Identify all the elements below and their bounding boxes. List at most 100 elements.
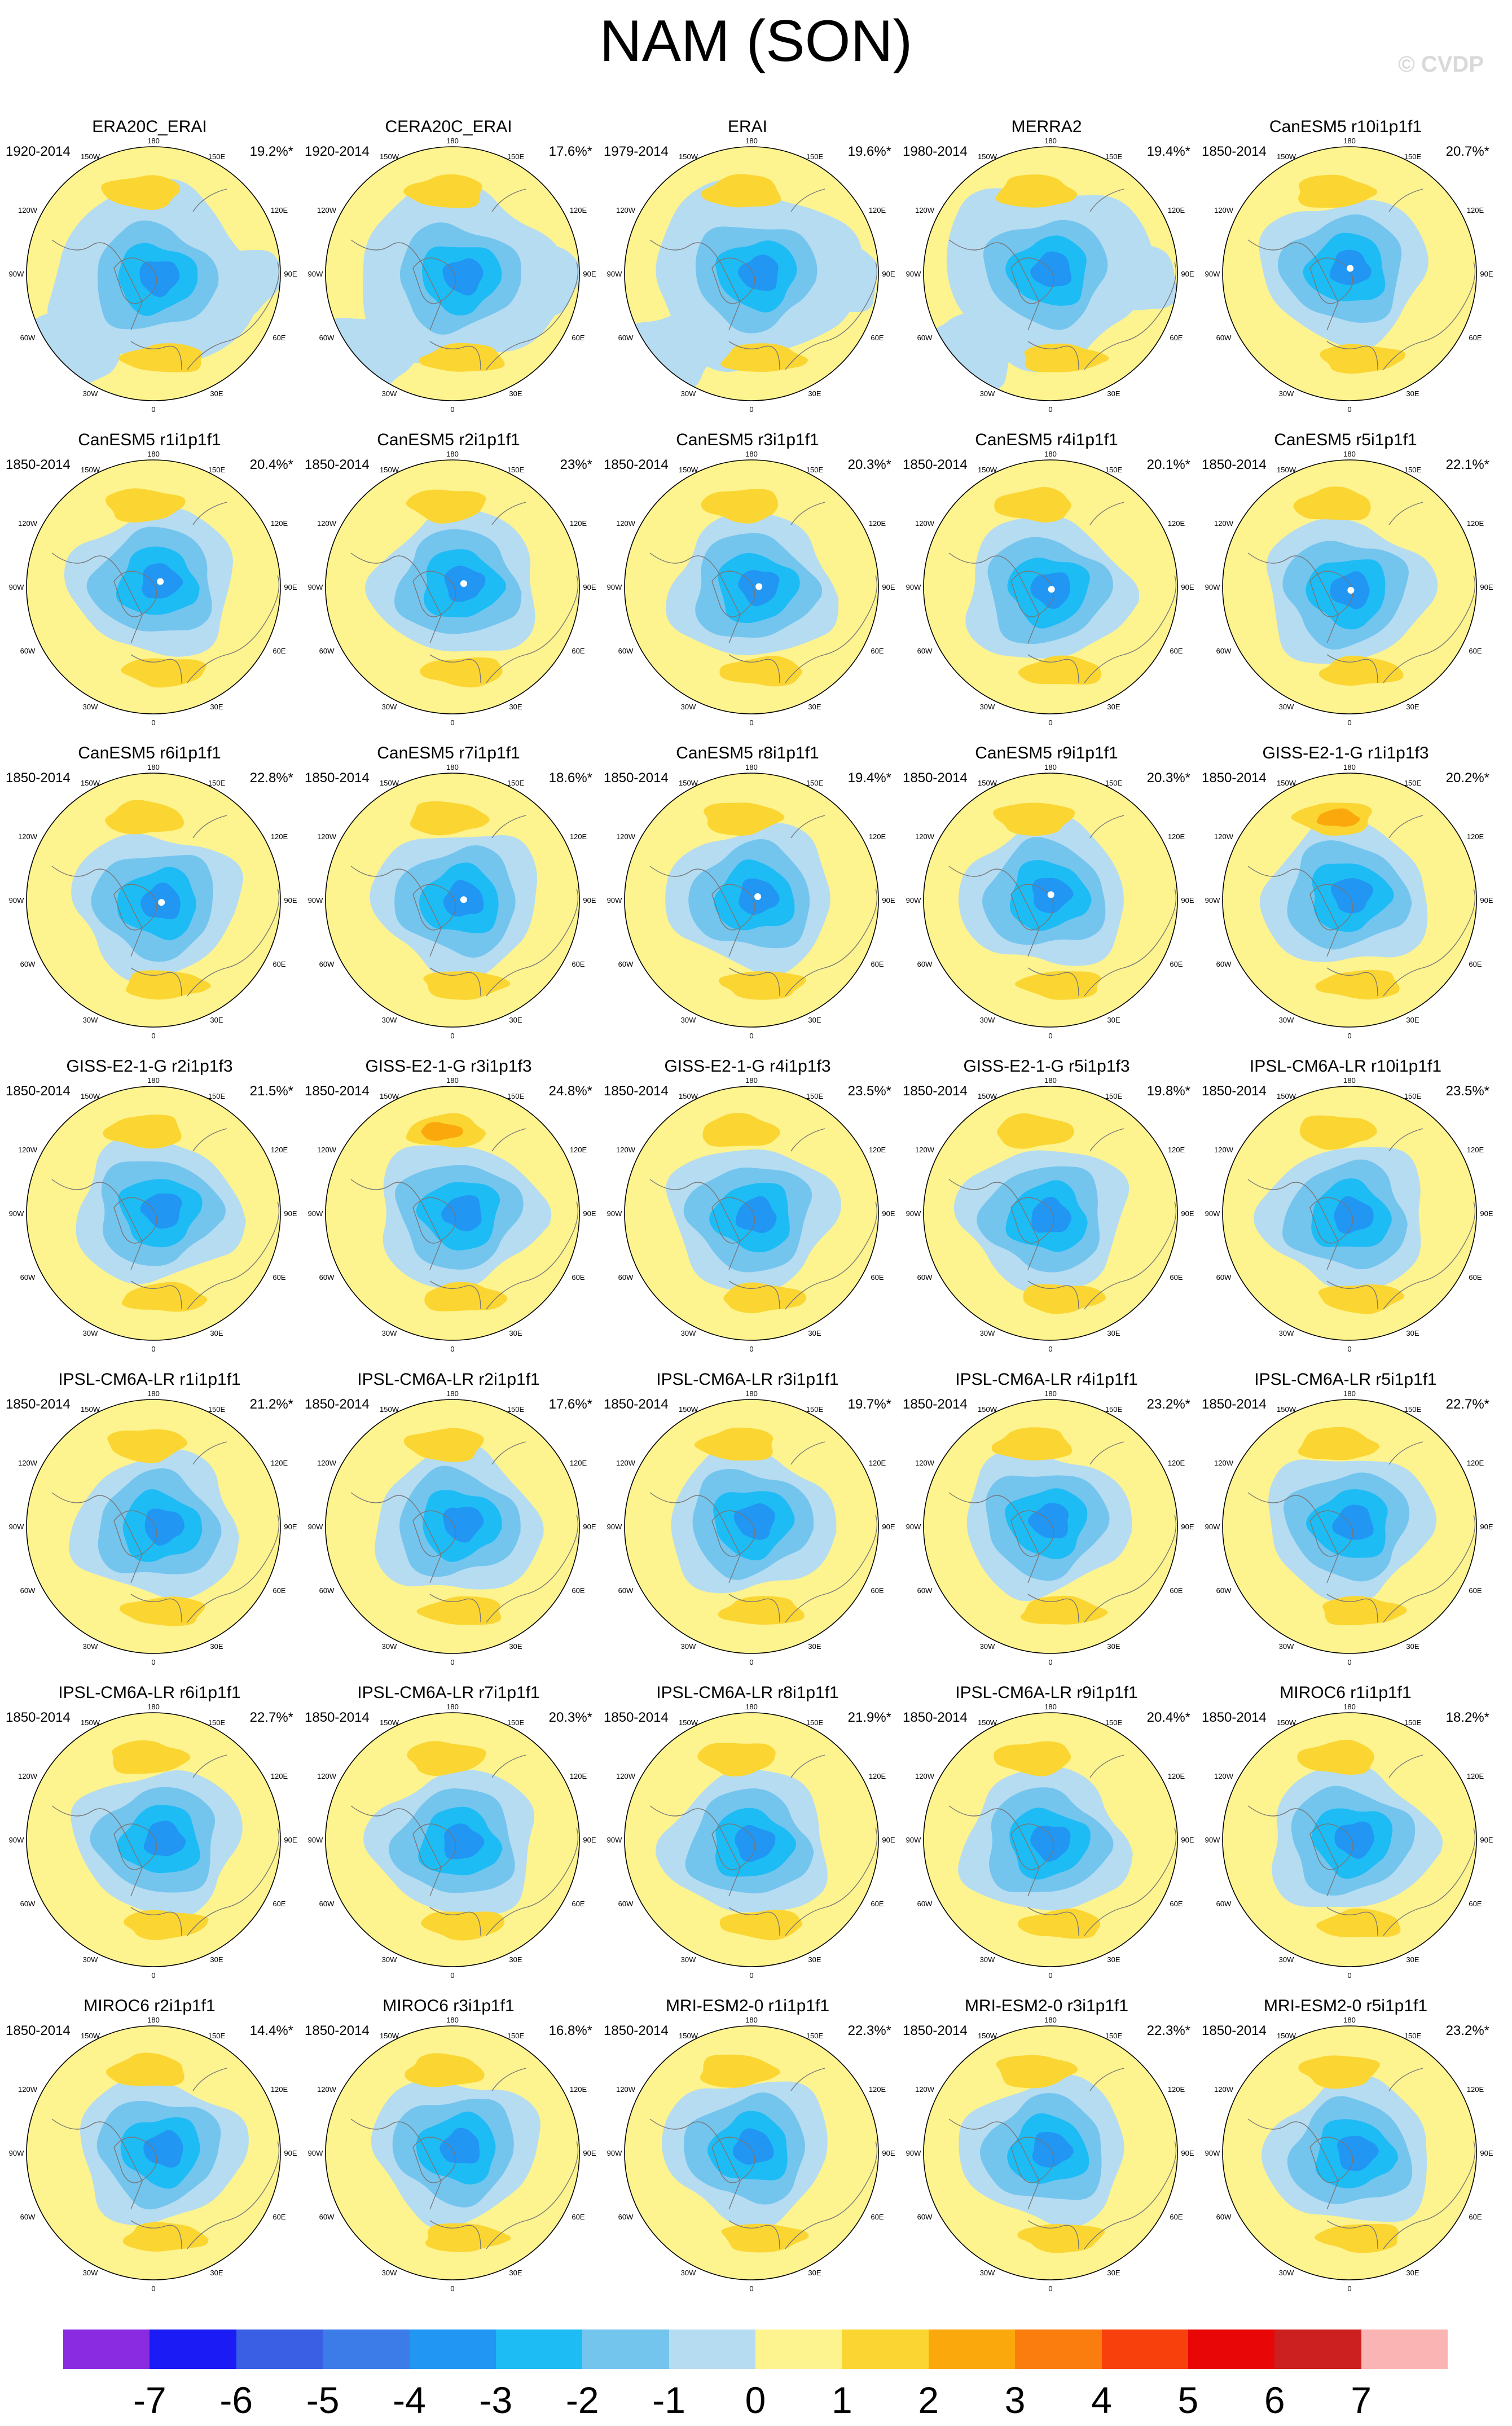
map-boundary xyxy=(26,2025,281,2280)
map-field xyxy=(326,147,579,401)
longitude-label: 60W xyxy=(319,334,335,342)
map-boundary xyxy=(325,2025,580,2280)
map-boundary xyxy=(624,146,879,401)
longitude-label: 30E xyxy=(1107,1016,1120,1024)
panel-variance-explained: 23.2%* xyxy=(1146,1397,1190,1412)
polar-map: 180 150W 150E 120W 120E 90W 90E 60W 60E 30W 30E 0 xyxy=(9,763,297,1040)
panel-title: GISS-E2-1-G r4i1p1f3 xyxy=(664,1057,831,1076)
map-boundary xyxy=(26,773,281,1028)
map-field xyxy=(1223,147,1476,401)
longitude-label: 60E xyxy=(572,1586,584,1595)
longitude-label: 180 xyxy=(1343,1703,1356,1711)
longitude-label: 30E xyxy=(509,1329,522,1337)
map-panel: 180 150W 150E 120W 120E 90W 90E 60W 60E 30W 30E 0 Ca… xyxy=(0,420,299,734)
longitude-label: 30E xyxy=(808,1642,821,1651)
longitude-label: 30W xyxy=(382,1329,397,1337)
map-panel: 180 150W 150E 120W 120E 90W 90E 60W 60E 30W 30E 0 Ca… xyxy=(598,420,897,734)
map-boundary xyxy=(26,1712,281,1967)
panel-period: 1920-2014 xyxy=(6,144,71,159)
polar-map: 180 150W 150E 120W 120E 90W 90E 60W 60E 30W 30E 0 xyxy=(1205,1703,1493,1980)
longitude-label: 180 xyxy=(1343,450,1356,458)
longitude-label: 120E xyxy=(869,519,886,528)
longitude-label: 30E xyxy=(808,389,821,398)
panel-variance-explained: 19.2%* xyxy=(249,144,293,159)
panel-title: ERAI xyxy=(727,117,768,136)
longitude-label: 60W xyxy=(618,334,634,342)
longitude-label: 60W xyxy=(20,1586,36,1595)
longitude-label: 30W xyxy=(980,1955,995,1964)
longitude-label: 30W xyxy=(980,1016,995,1024)
longitude-label: 150W xyxy=(1277,1405,1296,1414)
longitude-label: 30E xyxy=(210,1642,223,1651)
longitude-label: 150W xyxy=(1277,779,1296,787)
longitude-label: 60W xyxy=(1216,1273,1232,1282)
panel-period: 1850-2014 xyxy=(903,457,968,472)
longitude-label: 30E xyxy=(1406,2269,1419,2277)
panel-period: 1850-2014 xyxy=(6,1083,71,1099)
longitude-label: 120W xyxy=(616,1459,636,1467)
panel-variance-explained: 18.6%* xyxy=(548,770,592,786)
longitude-label: 60E xyxy=(272,1586,285,1595)
longitude-label: 30E xyxy=(509,703,522,711)
longitude-label: 60W xyxy=(917,647,933,655)
colorbar-label: -1 xyxy=(652,2379,685,2421)
longitude-label: 30E xyxy=(509,389,522,398)
longitude-label: 120E xyxy=(1467,519,1484,528)
longitude-label: 30W xyxy=(1279,1329,1294,1337)
panel-period: 1850-2014 xyxy=(604,1710,669,1725)
longitude-label: 90E xyxy=(583,270,596,278)
panel-title: CanESM5 r1i1p1f1 xyxy=(78,431,221,449)
longitude-label: 90W xyxy=(906,583,921,591)
longitude-label: 30W xyxy=(1279,1955,1294,1964)
longitude-label: 180 xyxy=(745,2016,758,2024)
panel-period: 1850-2014 xyxy=(1202,457,1267,472)
longitude-label: 60W xyxy=(1216,960,1232,968)
longitude-label: 60W xyxy=(319,960,335,968)
colorbar-label: 5 xyxy=(1177,2379,1199,2421)
polar-map: 180 150W 150E 120W 120E 90W 90E 60W 60E 30W 30E 0 xyxy=(1205,137,1493,414)
longitude-label: 120E xyxy=(570,206,587,214)
map-field xyxy=(1223,1400,1476,1653)
panel-period: 1850-2014 xyxy=(6,1710,71,1725)
longitude-label: 120E xyxy=(570,832,587,841)
map-panel: 180 150W 150E 120W 120E 90W 90E 60W 60E 30W 30E 0 Ca… xyxy=(0,734,299,1047)
longitude-label: 120W xyxy=(616,1772,636,1780)
map-field xyxy=(625,147,878,401)
longitude-label: 150W xyxy=(978,1405,997,1414)
longitude-label: 30W xyxy=(980,389,995,398)
longitude-label: 60E xyxy=(1170,1586,1183,1595)
longitude-label: 150W xyxy=(81,1405,100,1414)
longitude-label: 90W xyxy=(9,270,24,278)
colorbar-label: -6 xyxy=(219,2379,253,2421)
longitude-label: 30E xyxy=(808,703,821,711)
longitude-label: 0 xyxy=(151,1971,155,1980)
panel-title: CanESM5 r8i1p1f1 xyxy=(676,744,819,762)
longitude-label: 30E xyxy=(808,2269,821,2277)
panel-variance-explained: 22.1%* xyxy=(1445,457,1489,472)
longitude-label: 180 xyxy=(147,763,160,771)
longitude-label: 90E xyxy=(583,1836,596,1844)
panel-period: 1850-2014 xyxy=(1202,1710,1267,1725)
map-boundary xyxy=(923,2025,1178,2280)
longitude-label: 120W xyxy=(317,1146,337,1154)
longitude-label: 120E xyxy=(1168,1146,1185,1154)
longitude-label: 150W xyxy=(978,152,997,161)
map-panel: 180 150W 150E 120W 120E 90W 90E 60W 60E 30W 30E 0 IP… xyxy=(598,1673,897,1986)
longitude-label: 180 xyxy=(1044,137,1057,145)
longitude-label: 0 xyxy=(151,2284,155,2293)
longitude-label: 90W xyxy=(906,896,921,905)
longitude-label: 150E xyxy=(507,2032,525,2040)
polar-map: 180 150W 150E 120W 120E 90W 90E 60W 60E 30W 30E 0 xyxy=(906,763,1194,1040)
longitude-label: 120W xyxy=(616,832,636,841)
longitude-label: 0 xyxy=(749,718,753,727)
longitude-label: 120E xyxy=(1467,1146,1484,1154)
longitude-label: 90E xyxy=(284,1523,297,1531)
panel-period: 1850-2014 xyxy=(305,2023,370,2038)
longitude-label: 30W xyxy=(980,1329,995,1337)
longitude-label: 0 xyxy=(1347,1032,1351,1040)
longitude-label: 60W xyxy=(319,1273,335,1282)
longitude-label: 0 xyxy=(450,1032,454,1040)
panel-variance-explained: 20.1%* xyxy=(1146,457,1190,472)
longitude-label: 120E xyxy=(570,1459,587,1467)
longitude-label: 150W xyxy=(1277,466,1296,474)
